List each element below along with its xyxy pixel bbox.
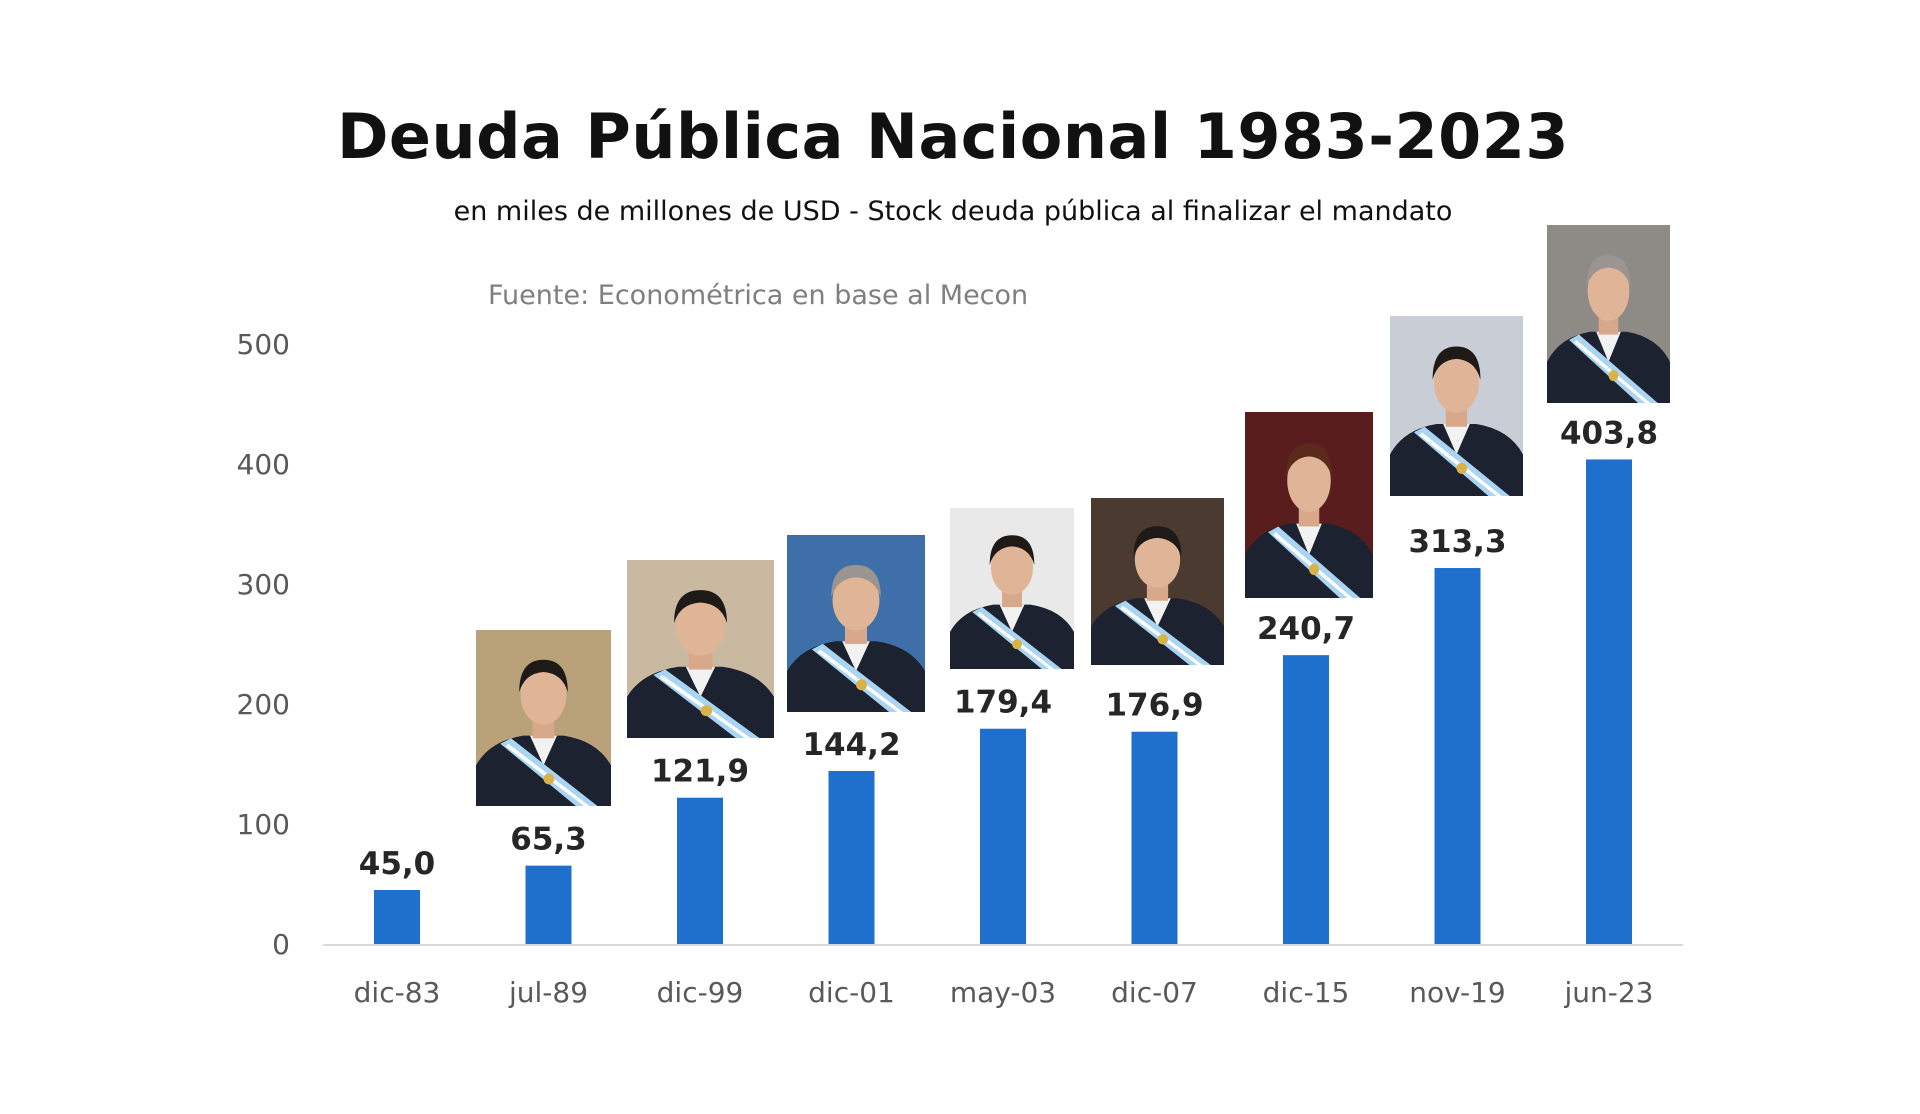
- chart-subtitle: en miles de millones de USD - Stock deud…: [453, 196, 1453, 227]
- president-photo: [1245, 412, 1373, 598]
- y-tick-label: 200: [237, 688, 290, 721]
- y-tick-label: 0: [272, 928, 290, 961]
- president-photo: [950, 508, 1074, 669]
- bar: [1586, 459, 1632, 944]
- x-tick-label: dic-01: [808, 976, 895, 1009]
- chart-title: Deuda Pública Nacional 1983-2023: [336, 100, 1570, 173]
- president-photo: [627, 560, 774, 738]
- president-photo: [1547, 225, 1670, 403]
- bar: [1131, 731, 1178, 944]
- data-label: 403,8: [1560, 415, 1658, 451]
- president-photo: [1390, 316, 1523, 496]
- data-label: 65,3: [510, 822, 587, 858]
- president-photo: [476, 630, 611, 806]
- data-label: 121,9: [651, 754, 749, 790]
- data-label: 240,7: [1257, 611, 1355, 647]
- data-label: 144,2: [802, 727, 900, 763]
- y-tick-label: 500: [237, 328, 290, 361]
- x-tick-label: dic-83: [354, 976, 441, 1009]
- president-photo: [787, 535, 925, 712]
- y-tick-label: 300: [237, 568, 290, 601]
- bar: [828, 770, 875, 944]
- x-tick-label: dic-07: [1111, 976, 1198, 1009]
- bar: [677, 797, 723, 944]
- x-tick-label: dic-15: [1263, 976, 1350, 1009]
- bar: [374, 890, 420, 944]
- data-label: 313,3: [1408, 524, 1506, 560]
- y-tick-label: 400: [237, 448, 290, 481]
- x-tick-label: jul-89: [508, 976, 588, 1009]
- y-tick-label: 100: [237, 808, 290, 841]
- data-label: 45,0: [359, 846, 436, 882]
- bar: [980, 728, 1026, 944]
- x-tick-label: dic-99: [657, 976, 744, 1009]
- president-photo: [1091, 498, 1224, 665]
- bar: [1283, 655, 1329, 944]
- x-tick-label: nov-19: [1409, 976, 1505, 1009]
- data-label: 176,9: [1105, 688, 1203, 724]
- x-tick-label: may-03: [950, 976, 1056, 1009]
- chart-source: Fuente: Econométrica en base al Mecon: [488, 280, 1029, 311]
- bar: [1434, 568, 1481, 944]
- data-label: 179,4: [954, 685, 1052, 721]
- bar: [525, 865, 572, 944]
- x-tick-label: jun-23: [1563, 976, 1653, 1009]
